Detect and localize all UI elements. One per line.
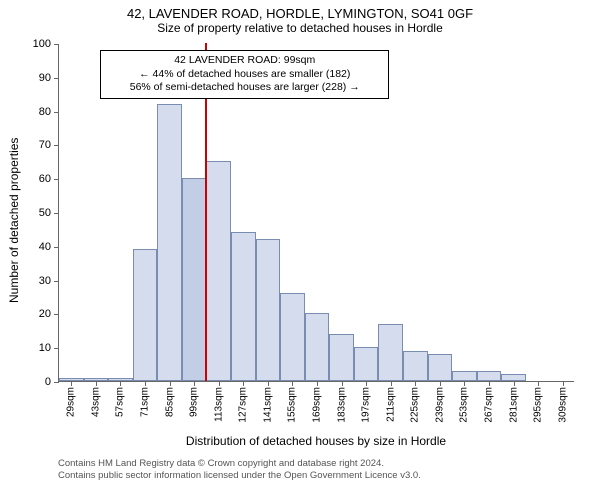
histogram-bar <box>403 351 428 381</box>
x-tick-label: 57sqm <box>115 387 126 417</box>
y-tick <box>54 281 59 282</box>
x-tick-label: 127sqm <box>238 387 249 423</box>
histogram-bar <box>378 324 403 381</box>
y-tick-label: 80 <box>39 106 51 118</box>
y-tick <box>54 382 59 383</box>
y-tick <box>54 247 59 248</box>
annotation-line: 42 LAVENDER ROAD: 99sqm <box>107 54 382 68</box>
histogram-bar <box>305 313 330 381</box>
x-tick <box>120 381 121 386</box>
y-tick-label: 90 <box>39 72 51 84</box>
y-tick-label: 10 <box>39 342 51 354</box>
x-tick <box>342 381 343 386</box>
annotation-line: ← 44% of detached houses are smaller (18… <box>107 68 382 82</box>
x-tick-label: 211sqm <box>385 387 396 422</box>
x-tick <box>194 381 195 386</box>
x-tick-label: 113sqm <box>213 387 224 422</box>
plot-area: 010203040506070809010029sqm43sqm57sqm71s… <box>58 44 574 382</box>
x-tick <box>514 381 515 386</box>
chart-subtitle: Size of property relative to detached ho… <box>0 21 600 35</box>
x-tick <box>415 381 416 386</box>
x-tick <box>317 381 318 386</box>
y-tick <box>54 44 59 45</box>
x-tick-label: 225sqm <box>410 387 421 423</box>
histogram-bar <box>133 249 158 381</box>
x-tick <box>170 381 171 386</box>
x-tick-label: 309sqm <box>557 387 568 423</box>
x-tick <box>464 381 465 386</box>
x-axis-label: Distribution of detached houses by size … <box>58 434 574 448</box>
x-tick-label: 281sqm <box>508 387 519 423</box>
histogram-bar <box>280 293 305 381</box>
histogram-bar <box>329 334 354 381</box>
x-tick <box>268 381 269 386</box>
x-tick-label: 43sqm <box>90 387 101 417</box>
footer-attribution: Contains HM Land Registry data © Crown c… <box>58 458 421 483</box>
chart-container: 42, LAVENDER ROAD, HORDLE, LYMINGTON, SO… <box>0 0 600 500</box>
y-tick-label: 0 <box>45 376 51 388</box>
x-tick-label: 99sqm <box>189 387 200 417</box>
x-tick <box>366 381 367 386</box>
x-tick <box>219 381 220 386</box>
x-tick-label: 295sqm <box>533 387 544 423</box>
histogram-bar <box>206 161 231 381</box>
x-tick-label: 141sqm <box>262 387 273 423</box>
x-tick-label: 71sqm <box>140 387 151 417</box>
x-tick-label: 183sqm <box>336 387 347 423</box>
x-tick-label: 267sqm <box>484 387 495 423</box>
histogram-bar <box>354 347 379 381</box>
y-tick-label: 30 <box>39 275 51 287</box>
y-tick-label: 50 <box>39 207 51 219</box>
x-tick <box>71 381 72 386</box>
histogram-bar <box>428 354 453 381</box>
histogram-bar <box>452 371 477 381</box>
x-tick <box>96 381 97 386</box>
x-tick <box>563 381 564 386</box>
y-tick-label: 40 <box>39 241 51 253</box>
x-tick <box>292 381 293 386</box>
x-tick <box>243 381 244 386</box>
x-tick <box>440 381 441 386</box>
histogram-bar <box>231 232 256 381</box>
histogram-bar <box>256 239 281 381</box>
y-tick <box>54 179 59 180</box>
annotation-box: 42 LAVENDER ROAD: 99sqm← 44% of detached… <box>100 50 389 99</box>
y-axis-label: Number of detached properties <box>7 138 21 303</box>
histogram-bar <box>182 178 207 381</box>
x-tick-label: 197sqm <box>361 387 372 423</box>
x-tick-label: 29sqm <box>66 387 77 417</box>
y-tick <box>54 314 59 315</box>
y-tick-label: 60 <box>39 173 51 185</box>
annotation-line: 56% of semi-detached houses are larger (… <box>107 81 382 95</box>
y-tick <box>54 145 59 146</box>
histogram-bar <box>477 371 502 381</box>
histogram-bar <box>501 374 526 381</box>
x-tick <box>538 381 539 386</box>
y-tick-label: 100 <box>33 38 51 50</box>
x-tick-label: 169sqm <box>312 387 323 423</box>
x-tick-label: 85sqm <box>164 387 175 417</box>
footer-line2: Contains public sector information licen… <box>58 470 421 482</box>
histogram-bar <box>157 104 182 381</box>
x-tick-label: 239sqm <box>434 387 445 423</box>
y-tick-label: 20 <box>39 308 51 320</box>
x-tick <box>145 381 146 386</box>
y-tick <box>54 213 59 214</box>
x-tick <box>489 381 490 386</box>
x-tick <box>391 381 392 386</box>
chart-title: 42, LAVENDER ROAD, HORDLE, LYMINGTON, SO… <box>0 6 600 21</box>
y-tick <box>54 348 59 349</box>
x-tick-label: 155sqm <box>287 387 298 423</box>
y-tick <box>54 78 59 79</box>
y-tick <box>54 112 59 113</box>
footer-line1: Contains HM Land Registry data © Crown c… <box>58 458 421 470</box>
x-tick-label: 253sqm <box>459 387 470 423</box>
y-tick-label: 70 <box>39 139 51 151</box>
